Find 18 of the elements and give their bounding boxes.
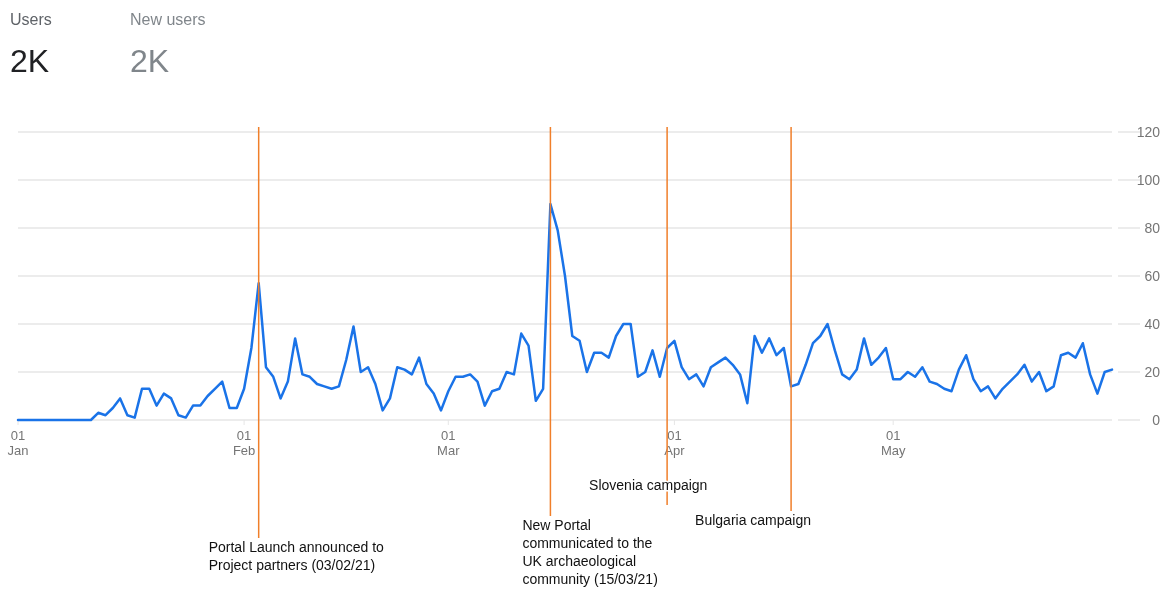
y-tick-label: 0 (1152, 411, 1161, 428)
x-tick-label: 01 Feb (232, 428, 256, 458)
ref-line-label: Bulgaria campaign (695, 512, 812, 528)
text: New users (130, 11, 206, 28)
y-tick-label: 40 (1144, 315, 1161, 332)
text: Users (10, 11, 52, 28)
y-tick-label: 80 (1144, 219, 1161, 236)
text: 2K (10, 43, 50, 79)
x-tick-label: 01 Jan (7, 428, 29, 458)
y-tick-label: 60 (1144, 267, 1161, 284)
y-tick-label: 100 (1136, 171, 1161, 188)
text: 2K (130, 43, 170, 79)
ref-line-label: Portal Launch announced to Project partners (03/02/21) (208, 539, 385, 573)
y-tick-label: 120 (1136, 123, 1161, 140)
y-tick-label: 20 (1144, 363, 1161, 380)
ref-line-label: New Portal communicated to the UK archaeological community (15/03/21) (522, 517, 658, 587)
x-tick-label: 01 May (880, 428, 906, 458)
x-tick-label: 01 Mar (437, 428, 461, 458)
